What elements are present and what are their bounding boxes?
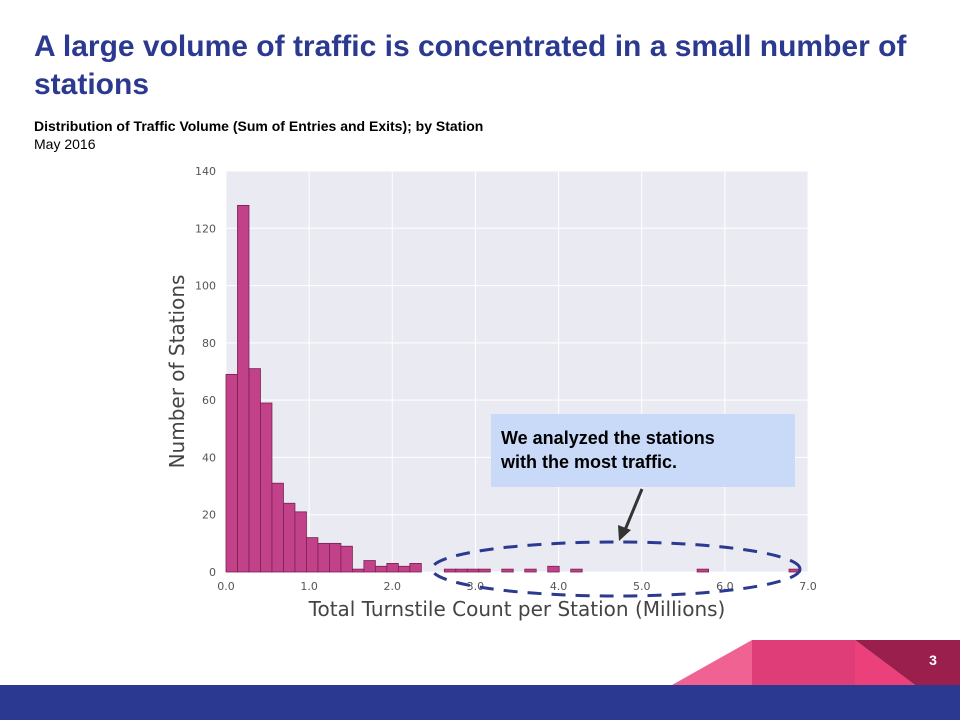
histogram-bar [397,565,411,573]
histogram-bar [386,563,399,573]
histogram-bar [524,568,537,573]
histogram-bar [237,204,250,573]
y-tick-label: 120 [195,222,216,235]
y-tick-label: 40 [202,451,216,464]
y-tick-label: 80 [202,337,216,350]
callout-arrow [623,488,644,531]
histogram-bar [478,568,491,573]
histogram-bar [225,373,238,573]
chart-subtitle: May 2016 [34,136,96,152]
callout-text-line1: We analyzed the stations [501,428,715,448]
x-tick-label: 3.0 [467,580,485,593]
histogram-bar [443,568,457,573]
slide-title: A large volume of traffic is concentrate… [34,30,907,101]
histogram-bar [306,537,319,573]
x-tick-label: 0.0 [217,580,235,593]
x-tick-label: 7.0 [799,580,817,593]
callout-arrow-head [618,525,631,541]
y-tick-label: 0 [209,566,216,579]
y-tick-label: 100 [195,280,216,293]
chart-title: Distribution of Traffic Volume (Sum of E… [34,118,484,134]
y-tick-label: 140 [195,165,216,178]
decor-rect-pink [752,640,855,685]
x-axis-ticks: 0.0 1.0 2.0 3.0 4.0 5.0 6.0 7.0 [217,580,817,593]
histogram-bar [374,565,388,573]
callout-box: We analyzed the stations with the most t… [491,414,795,487]
histogram-bar [248,368,261,573]
y-tick-label: 60 [202,394,216,407]
plot-area [226,171,808,572]
histogram-bar [340,545,353,573]
histogram-bar [455,568,468,573]
callout-text-line2: with the most traffic. [501,452,678,472]
x-tick-label: 1.0 [300,580,318,593]
page-number: 3 [929,652,937,668]
histogram-bar [329,542,342,573]
y-axis-label: Number of Stations [165,275,189,469]
histogram-bar [501,568,514,573]
histogram-bar [547,565,560,573]
x-tick-label: 5.0 [633,580,651,593]
histogram-bar [294,511,307,573]
histogram-bar [283,502,296,573]
y-tick-label: 20 [202,509,216,522]
histogram-bar [696,568,709,573]
x-tick-label: 4.0 [550,580,568,593]
corner-decoration [672,640,960,685]
histogram-bar [570,568,583,573]
histogram-bar [260,402,273,573]
y-axis-ticks: 0 20 40 60 80 100 120 140 [195,165,216,579]
highlight-ellipse [430,540,802,598]
x-axis-label: Total Turnstile Count per Station (Milli… [308,597,726,621]
histogram-bar [351,568,365,573]
bars [225,204,801,573]
histogram-bar [363,560,376,573]
decor-rect-dark [855,640,960,685]
histogram-bar [409,563,422,573]
decor-triangle-light [672,640,752,685]
histogram-bar [317,542,330,573]
x-tick-label: 2.0 [384,580,402,593]
histogram-bar [466,568,480,573]
histogram-bar [271,482,284,573]
footer-bar [0,685,960,720]
